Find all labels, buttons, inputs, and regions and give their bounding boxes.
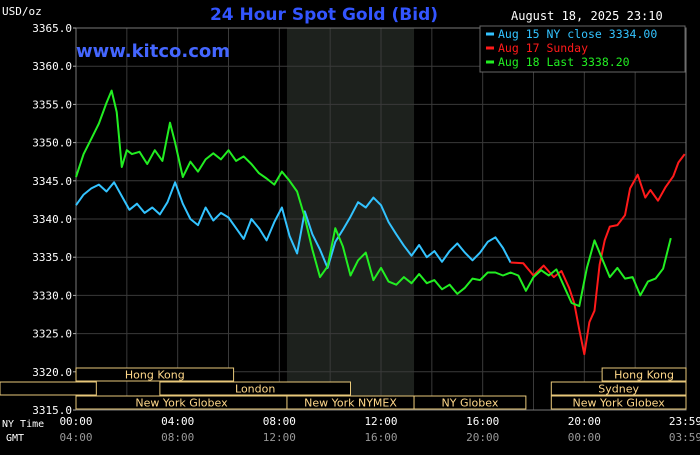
ny-time-row-label: NY Time: [2, 419, 44, 430]
session-label: New York NYMEX: [304, 397, 397, 410]
series-line-2: [510, 153, 686, 356]
gmt-time-tick: 00:00: [568, 431, 601, 444]
series-layer: [75, 89, 686, 356]
session-label: Hong Kong: [125, 369, 185, 382]
gmt-time-tick: 03:59: [669, 431, 700, 444]
session-bar: [550, 395, 687, 410]
gmt-time-tick: 08:00: [161, 431, 194, 444]
y-axis: 3315.0 3320.0 3325.0 3330.0 3335.0 3340.0 3345…: [32, 22, 76, 417]
series-line-1: [75, 181, 512, 269]
y-tick-label: 3360.0: [32, 60, 72, 73]
gmt-time-tick: 16:00: [364, 431, 397, 444]
ny-time-tick: 08:00: [263, 415, 296, 428]
watermark: www.kitco.com: [76, 41, 230, 62]
legend-box: [479, 25, 686, 73]
x-axis: 00:00 04:00 04:00 08:00 08:00 12:00 12:00 16:00…: [2, 415, 700, 444]
gmt-time-tick: 04:00: [59, 431, 92, 444]
ny-time-tick: 20:00: [568, 415, 601, 428]
y-tick-label: 3345.0: [32, 175, 72, 188]
ny-time-tick: 23:59: [669, 415, 700, 428]
y-tick-label: 3355.0: [32, 98, 72, 111]
unit-label: USD/oz: [2, 5, 42, 18]
y-tick-label: 3365.0: [32, 22, 72, 35]
gmt-time-tick: 12:00: [263, 431, 296, 444]
ny-time-tick: 00:00: [59, 415, 92, 428]
y-tick-label: 3325.0: [32, 328, 72, 341]
session-label: New York Globex: [135, 397, 228, 410]
session-label: New York Globex: [573, 397, 666, 410]
session-bar: [75, 367, 235, 382]
y-tick-label: 3340.0: [32, 213, 72, 226]
chart-title: 24 Hour Spot Gold (Bid): [210, 5, 438, 25]
series-line-3: [75, 89, 672, 308]
session-label: Hong Kong: [614, 369, 674, 382]
session-bar: [0, 381, 97, 396]
session-bar: [601, 367, 687, 382]
session-bar: [159, 381, 351, 396]
gmt-row-label: GMT: [6, 433, 24, 444]
legend-entry: Aug 15 NY close 3334.00: [498, 27, 657, 41]
timestamp: August 18, 2025 23:10: [511, 9, 663, 23]
session-bar: [413, 395, 527, 410]
ny-time-tick: 16:00: [466, 415, 499, 428]
y-tick-label: 3320.0: [32, 366, 72, 379]
y-tick-label: 3330.0: [32, 289, 72, 302]
y-tick-label: 3315.0: [32, 404, 72, 417]
legend-entry: Aug 17 Sunday: [498, 41, 588, 55]
session-label: NY Globex: [442, 397, 499, 410]
legend-entry: Aug 18 Last 3338.20: [498, 55, 630, 69]
session-label: Sydney: [598, 383, 639, 396]
ny-time-tick: 04:00: [161, 415, 194, 428]
y-tick-label: 3350.0: [32, 137, 72, 150]
ny-time-tick: 12:00: [364, 415, 397, 428]
session-bar: [550, 381, 687, 396]
y-tick-label: 3335.0: [32, 251, 72, 264]
session-label: London: [235, 383, 275, 396]
gmt-time-tick: 20:00: [466, 431, 499, 444]
